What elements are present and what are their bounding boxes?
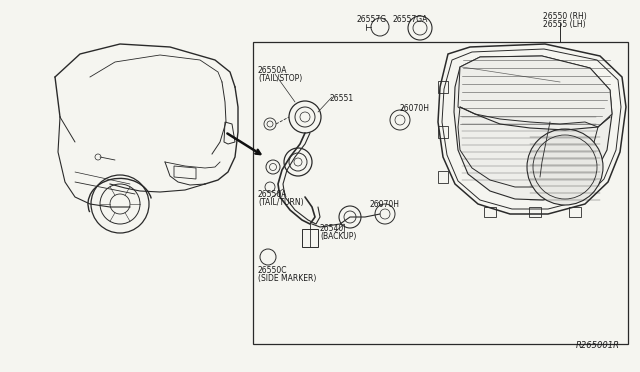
Text: (TAIL/TURN): (TAIL/TURN) bbox=[258, 198, 303, 207]
Text: (SIDE MARKER): (SIDE MARKER) bbox=[258, 274, 316, 283]
Text: (BACKUP): (BACKUP) bbox=[320, 232, 356, 241]
Text: 26551: 26551 bbox=[330, 94, 354, 103]
Text: 26540J: 26540J bbox=[320, 224, 346, 233]
Text: 26070H: 26070H bbox=[400, 104, 430, 113]
Circle shape bbox=[527, 129, 603, 205]
Polygon shape bbox=[458, 107, 598, 187]
Bar bbox=[253, 42, 628, 344]
Polygon shape bbox=[458, 56, 612, 130]
Text: 26070H: 26070H bbox=[370, 200, 400, 209]
Text: 26557G: 26557G bbox=[357, 15, 387, 24]
Bar bbox=[302, 229, 318, 247]
Text: 26550 (RH): 26550 (RH) bbox=[543, 12, 587, 21]
Text: 26550A: 26550A bbox=[258, 66, 287, 75]
Polygon shape bbox=[454, 56, 612, 200]
Bar bbox=[438, 126, 448, 138]
Text: 26557GA: 26557GA bbox=[392, 15, 428, 24]
Bar bbox=[484, 207, 496, 217]
Polygon shape bbox=[438, 44, 626, 214]
Text: (TAIL/STOP): (TAIL/STOP) bbox=[258, 74, 302, 83]
Text: 26550C: 26550C bbox=[258, 266, 287, 275]
Bar bbox=[569, 207, 581, 217]
Text: 26550A: 26550A bbox=[258, 190, 287, 199]
Text: 26555 (LH): 26555 (LH) bbox=[543, 20, 586, 29]
Bar bbox=[438, 81, 448, 93]
Text: R265001R: R265001R bbox=[576, 341, 620, 350]
Bar bbox=[438, 171, 448, 183]
Bar bbox=[529, 207, 541, 217]
